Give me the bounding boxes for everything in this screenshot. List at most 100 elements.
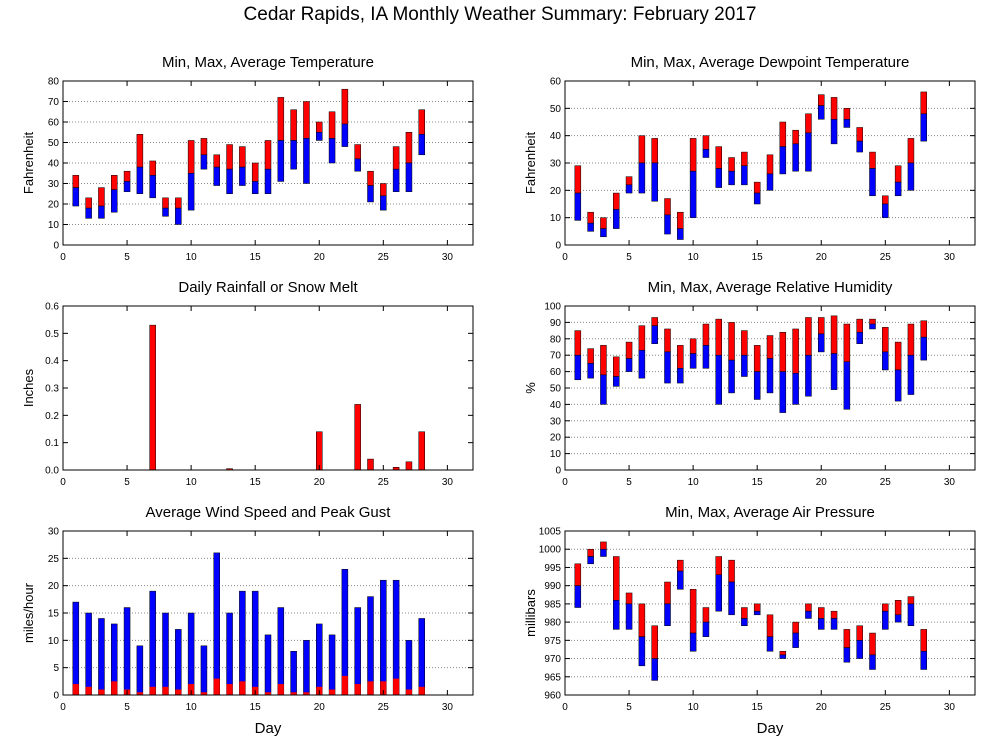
bar-max-day-21 <box>830 97 838 120</box>
bar-min-day-20 <box>818 333 825 353</box>
ytick-label: 960 <box>544 691 561 702</box>
bar-max-day-17 <box>779 651 787 656</box>
bar-gust-day-20 <box>316 623 323 696</box>
bar-avg-day-22 <box>341 675 348 695</box>
bar-avg-day-24 <box>367 681 374 695</box>
bar-min-day-22 <box>341 123 349 147</box>
bar-min-day-19 <box>805 354 812 397</box>
ytick-label: 60 <box>550 77 562 88</box>
bar-min-day-20 <box>818 618 825 630</box>
bar-max-day-9 <box>677 211 684 229</box>
xtick-label: 30 <box>442 252 454 263</box>
xtick-label: 10 <box>186 702 198 713</box>
bar-gust-day-28 <box>418 618 425 696</box>
bar-max-day-5 <box>625 176 633 186</box>
bar-max-day-9 <box>677 559 684 572</box>
ytick-label: 30 <box>550 159 562 170</box>
ytick-label: 30 <box>48 179 60 190</box>
bar-gust-day-12 <box>213 552 220 696</box>
ytick-label: 30 <box>48 527 60 538</box>
bar-min-day-2 <box>587 222 594 232</box>
ytick-label: 0.3 <box>45 384 59 395</box>
ytick-label: 100 <box>544 302 561 313</box>
bar-max-day-10 <box>187 140 195 174</box>
bar-min-day-20 <box>316 132 323 141</box>
bar-max-day-26 <box>894 599 902 616</box>
bar-avg-day-3 <box>98 689 105 695</box>
xtick-label: 10 <box>688 702 700 713</box>
bar-min-day-7 <box>651 658 658 681</box>
bar-max-day-10 <box>689 338 697 354</box>
bar-max-day-24 <box>869 151 876 169</box>
bar-max-day-13 <box>728 322 735 361</box>
ytick-label: 70 <box>550 351 562 362</box>
bar-max-day-20 <box>818 94 825 106</box>
bar-max-day-8 <box>664 328 671 353</box>
ytick-label: 0 <box>555 241 561 252</box>
bar-min-day-22 <box>843 647 851 663</box>
chart-rainfall: 0.0 0.1 0.2 0.3 0.4 0.5 0.6 0 5 10 15 20 25 30 Daily R… <box>21 279 474 488</box>
xtick-label: 25 <box>378 702 390 713</box>
bar-gust-day-21 <box>328 634 336 696</box>
ytick-label: 10 <box>550 449 562 460</box>
bar-max-day-3 <box>600 541 607 550</box>
bar-max-day-12 <box>715 556 722 575</box>
bar-min-day-4 <box>613 599 620 630</box>
ytick-label: 50 <box>550 104 562 115</box>
ytick-label: 965 <box>544 672 561 683</box>
xtick-label: 10 <box>688 252 700 263</box>
bar-max-day-14 <box>741 607 748 619</box>
chart-humidity: 0 10 20 30 40 50 60 70 80 90 100 0 5 10 15 20 25 30 Min, M… <box>523 279 976 488</box>
chart-temperature: 0 10 20 30 40 50 60 70 80 0 5 10 15 20 25 30 Min, Max, A… <box>21 54 474 263</box>
bar-min-day-14 <box>741 354 748 377</box>
ytick-label: 50 <box>48 138 60 149</box>
bar-min-day-6 <box>638 162 646 194</box>
bar-min-day-3 <box>600 228 607 238</box>
panel-title: Min, Max, Average Dewpoint Temperature <box>631 54 910 71</box>
bar-min-day-4 <box>111 189 118 213</box>
bar-gust-day-1 <box>72 601 80 696</box>
bar-min-day-19 <box>303 138 310 184</box>
bar-gust-day-14 <box>239 590 246 696</box>
bar-gust-day-18 <box>290 651 297 696</box>
bar-gust-day-3 <box>98 618 105 696</box>
xtick-label: 10 <box>186 477 198 488</box>
y-axis-label: Inches <box>21 368 36 407</box>
bar-avg-day-2 <box>85 686 92 695</box>
chart-wind: 0 5 10 15 20 25 30 0 5 10 15 20 25 30 Average Wind Spe… <box>21 504 474 737</box>
xtick-label: 0 <box>562 477 568 488</box>
bar-gust-day-5 <box>123 607 131 696</box>
xtick-label: 30 <box>442 702 454 713</box>
bar-min-day-3 <box>600 548 607 557</box>
bar-max-day-7 <box>651 138 658 164</box>
bar-min-day-10 <box>689 632 697 652</box>
bar-max-day-19 <box>805 113 812 134</box>
bar-min-day-7 <box>651 162 658 202</box>
xtick-label: 30 <box>442 477 454 488</box>
bar-gust-day-27 <box>405 640 413 696</box>
bar-max-day-14 <box>741 330 748 356</box>
bar-max-day-21 <box>830 610 838 619</box>
bar-max-day-22 <box>843 108 851 120</box>
bar-min-day-18 <box>792 372 799 405</box>
bar-max-day-11 <box>702 135 710 150</box>
ytick-label: 20 <box>550 186 562 197</box>
bar-min-day-1 <box>574 354 582 381</box>
bar-max-day-17 <box>277 97 285 141</box>
bar-max-day-6 <box>638 325 646 351</box>
bar-gust-day-10 <box>187 612 195 696</box>
bar-avg-day-12 <box>213 678 220 695</box>
bar-max-day-6 <box>136 134 144 168</box>
bar-max-day-4 <box>613 192 620 210</box>
bar-gust-day-13 <box>226 612 233 696</box>
plot-frame <box>564 530 976 696</box>
ytick-label: 995 <box>544 563 561 574</box>
bar-avg-day-18 <box>290 692 297 695</box>
bar-min-day-27 <box>907 354 915 395</box>
bar-max-day-8 <box>664 581 671 605</box>
bar-gust-day-2 <box>85 612 92 696</box>
bar-max-day-4 <box>613 556 620 601</box>
bar-max-day-13 <box>226 144 233 170</box>
bar-max-day-25 <box>882 327 889 353</box>
bar-min-day-18 <box>792 143 799 172</box>
